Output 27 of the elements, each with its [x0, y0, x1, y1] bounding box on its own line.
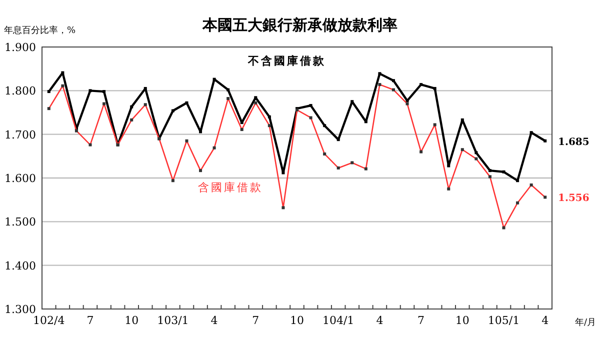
- x-tick-label: 105/1: [488, 314, 520, 327]
- x-tick-label: 103/1: [157, 314, 189, 327]
- data-label: 1.556: [558, 193, 590, 204]
- y-axis-title: 年息百分比率，%: [4, 25, 76, 36]
- x-tick-label: 4: [542, 314, 549, 327]
- y-tick-label: 1.800: [4, 84, 36, 98]
- x-tick-label: 10: [290, 314, 304, 327]
- text: 不含國庫借款: [246, 54, 326, 68]
- y-tick-label: 1.600: [4, 172, 36, 185]
- x-tick-label: 7: [86, 314, 94, 327]
- y-tick-label: 1.900: [4, 41, 36, 54]
- x-axis-title: 年/月: [574, 317, 596, 328]
- x-tick-label: 10: [124, 314, 139, 327]
- y-tick-label: 1.300: [4, 303, 36, 316]
- chart-title: 本國五大銀行新承做放款利率: [202, 16, 398, 34]
- data-label: 1.685: [558, 136, 590, 148]
- y-tick-label: 1.400: [4, 259, 36, 272]
- y-tick-label: 1.500: [4, 216, 36, 229]
- x-tick-label: 7: [418, 314, 425, 327]
- x-tick-label: 4: [210, 314, 218, 327]
- series-label: 含國庫借款: [198, 181, 264, 194]
- x-tick-label: 10: [455, 314, 470, 327]
- x-tick-label: 104/1: [322, 314, 354, 327]
- x-tick-label: 102/4: [33, 314, 65, 327]
- x-tick-label: 4: [376, 314, 384, 327]
- x-tick-label: 7: [252, 314, 260, 327]
- y-tick-label: 1.700: [4, 128, 36, 142]
